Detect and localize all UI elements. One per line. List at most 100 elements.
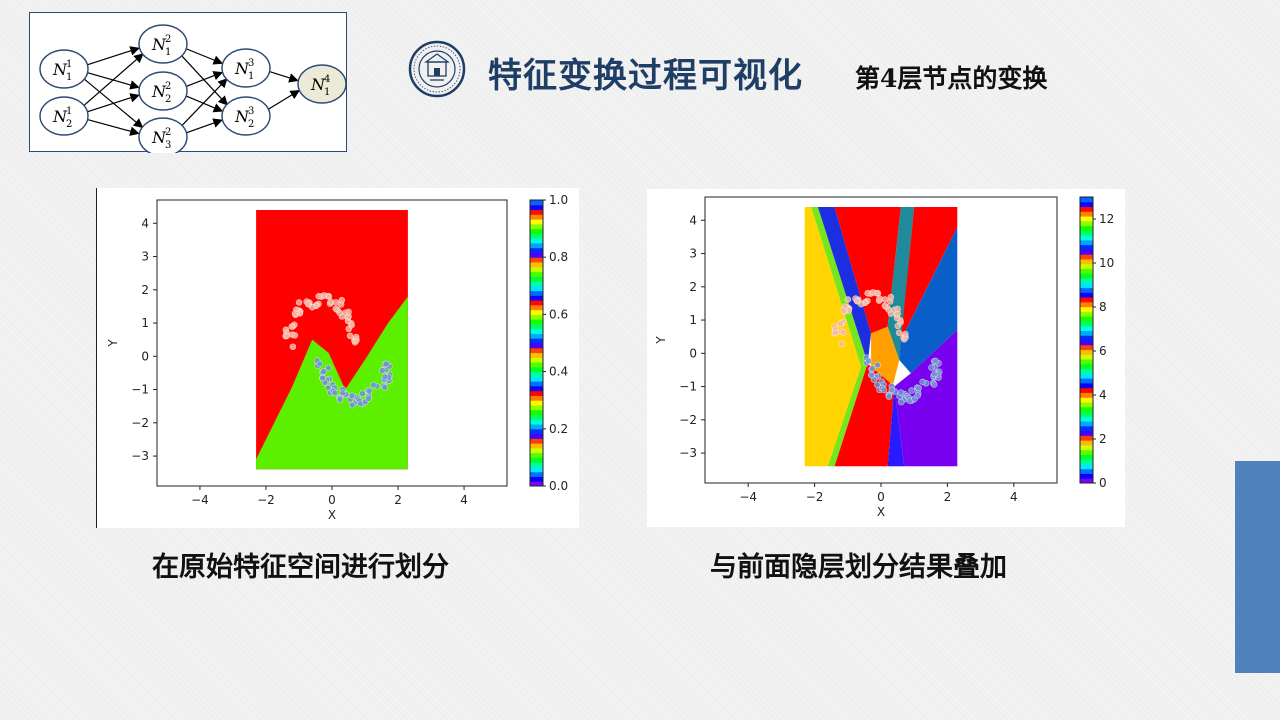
caption-right: 与前面隐层划分结果叠加 xyxy=(710,552,1007,583)
moon-lower-point xyxy=(339,389,347,397)
y-tick-label: −2 xyxy=(131,416,149,430)
x-tick-label: −2 xyxy=(257,493,275,507)
colorbar xyxy=(1079,196,1094,484)
region-gold xyxy=(804,206,862,467)
svg-text:N: N xyxy=(151,82,167,101)
svg-text:1: 1 xyxy=(66,72,72,83)
moon-lower-point xyxy=(930,381,938,388)
y-tick-label: 3 xyxy=(689,247,697,261)
moon-lower-point xyxy=(932,357,939,365)
colorbar-tick-label: 1.0 xyxy=(549,193,568,207)
region-green-strip xyxy=(811,206,868,467)
network-node: N 2 2 xyxy=(138,71,188,111)
network-edge xyxy=(269,70,299,83)
svg-text:3: 3 xyxy=(165,140,171,151)
network-edge xyxy=(185,95,224,113)
moon-lower-point xyxy=(378,367,386,374)
moon-upper-point xyxy=(338,296,346,304)
moon-lower-point xyxy=(370,381,377,389)
moon-upper-point xyxy=(840,329,847,336)
colorbar-tick-label: 10 xyxy=(1099,256,1114,270)
moon-lower-point xyxy=(888,386,896,394)
moon-upper-point xyxy=(291,310,299,317)
moon-lower-point xyxy=(325,364,332,372)
svg-text:3: 3 xyxy=(248,58,254,69)
x-tick-label: 2 xyxy=(394,493,402,507)
moon-upper-point xyxy=(291,332,299,339)
chart-original-space-plot: −4 −2 0 2 4 −3 −2 −1 0 1 2 3 4 X Y 0.0 0.2 0.4 0.6 0.8 1.0 xyxy=(106,193,568,522)
x-tick-label: 4 xyxy=(1010,490,1018,504)
region-teal xyxy=(887,206,915,360)
svg-text:2: 2 xyxy=(248,119,254,130)
svg-text:1: 1 xyxy=(324,87,330,98)
y-tick-label: 2 xyxy=(689,280,697,294)
moon-upper-point xyxy=(837,320,844,327)
moon-lower-point xyxy=(336,396,344,403)
svg-text:1: 1 xyxy=(165,47,171,58)
x-tick-label: 2 xyxy=(944,490,952,504)
moon-lower-point xyxy=(383,360,390,368)
y-tick-label: 1 xyxy=(141,316,149,330)
moon-upper-point xyxy=(304,300,312,308)
colorbar-tick-label: 4 xyxy=(1099,388,1107,402)
moon-upper-point xyxy=(289,343,297,351)
moon-upper-point xyxy=(295,299,303,306)
moon-upper-point xyxy=(332,305,340,313)
moon-lower-point xyxy=(865,357,873,365)
colorbar-tick-label: 0.2 xyxy=(549,422,568,436)
moon-lower-point xyxy=(931,370,938,378)
moon-upper-point xyxy=(895,329,903,337)
colorbar-tick-label: 8 xyxy=(1099,300,1107,314)
y-tick-label: 1 xyxy=(689,313,697,327)
moon-upper-point xyxy=(352,333,360,341)
svg-text:3: 3 xyxy=(248,106,254,117)
y-axis-label: Y xyxy=(106,339,120,348)
y-tick-label: 4 xyxy=(689,213,697,227)
moon-upper-point xyxy=(840,307,848,314)
network-node: N 3 1 xyxy=(221,48,271,88)
colorbar-tick-label: 0.8 xyxy=(549,250,568,264)
svg-text:1: 1 xyxy=(248,71,254,82)
svg-text:2: 2 xyxy=(165,94,171,105)
chart-overlay-partition: −4 −2 0 2 4 −3 −2 −1 0 1 2 3 4 X Y 0 2 4 6 8 10 12 xyxy=(647,189,1125,527)
moon-upper-point xyxy=(288,323,296,330)
network-node: N 1 1 xyxy=(39,49,89,89)
svg-text:N: N xyxy=(52,107,68,126)
moon-lower-point xyxy=(348,401,356,409)
moon-lower-point xyxy=(928,364,935,371)
region-blue-right xyxy=(899,226,958,374)
network-node: N 2 1 xyxy=(138,24,188,64)
moon-lower-point xyxy=(381,384,389,391)
y-tick-label: −2 xyxy=(679,413,697,427)
colorbar-tick-label: 6 xyxy=(1099,344,1107,358)
region-orange xyxy=(871,326,900,387)
svg-text:N: N xyxy=(52,60,68,79)
network-diagram: N 11N 12N 21N 22N 23N 31N 32N 41 xyxy=(39,24,347,153)
network-node: N 2 3 xyxy=(138,117,188,153)
moon-upper-point xyxy=(315,292,322,300)
moon-lower-point xyxy=(381,373,389,381)
network-edge xyxy=(267,90,300,110)
network-edge xyxy=(186,118,223,134)
network-edge xyxy=(185,48,224,65)
network-edge xyxy=(181,78,228,127)
svg-text:N: N xyxy=(151,35,167,54)
moon-upper-point xyxy=(283,332,291,340)
x-tick-label: 0 xyxy=(328,493,336,507)
network-edge xyxy=(185,71,224,87)
y-tick-label: −3 xyxy=(679,446,697,460)
moon-lower-point xyxy=(869,365,876,372)
moon-lower-point xyxy=(366,387,373,395)
moon-upper-point xyxy=(894,305,901,313)
x-tick-label: −2 xyxy=(806,490,824,504)
moon-upper-point xyxy=(887,293,895,301)
x-tick-label: 0 xyxy=(877,490,885,504)
y-tick-label: −3 xyxy=(131,449,149,463)
region-blue-bottom xyxy=(887,386,905,467)
moon-upper-point xyxy=(853,297,861,305)
svg-text:4: 4 xyxy=(324,74,330,85)
moon-upper-point xyxy=(832,329,839,337)
region-red-right xyxy=(900,206,958,340)
